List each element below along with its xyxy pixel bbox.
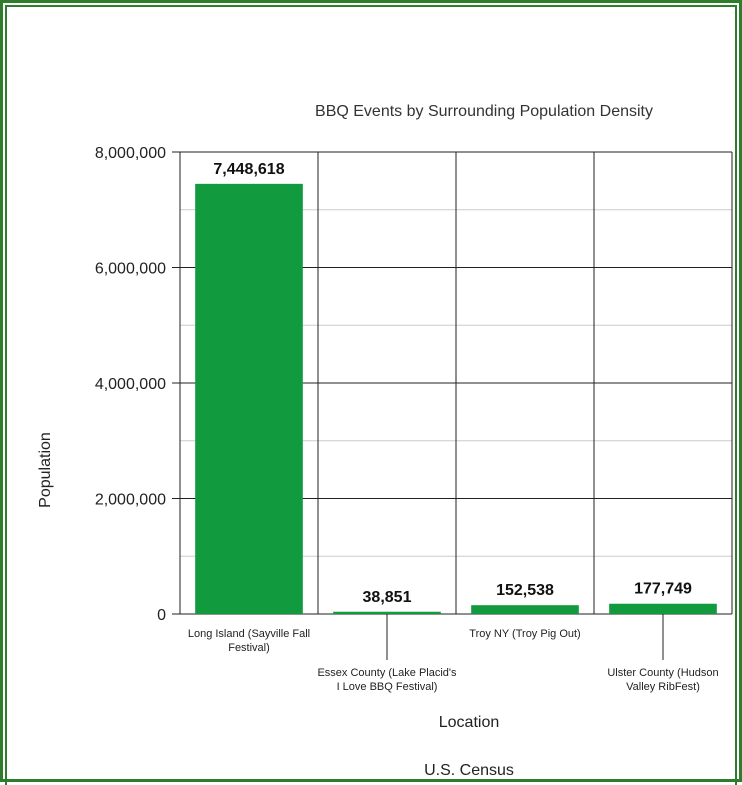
y-tick-label: 8,000,000: [95, 145, 166, 162]
data-label: 177,749: [634, 581, 692, 598]
y-tick-label: 6,000,000: [95, 261, 166, 278]
category-label: I Love BBQ Festival): [337, 681, 438, 693]
bar: [195, 183, 303, 614]
x-axis-categories: Long Island (Sayville Fall Festival) Essex…: [188, 614, 719, 693]
source-label: U.S. Census: [424, 762, 514, 779]
x-axis-label: Location: [439, 714, 500, 731]
category-label: Ulster County (Hudson: [607, 667, 718, 679]
chart-title: BBQ Events by Surrounding Population Den…: [315, 103, 653, 120]
y-tick-label: 2,000,000: [95, 492, 166, 509]
data-label: 7,448,618: [213, 161, 284, 178]
category-label: Festival): [228, 642, 270, 654]
y-axis-label: Population: [37, 432, 54, 508]
category-label: Troy NY (Troy Pig Out): [469, 628, 580, 640]
inner-frame: [5, 5, 737, 785]
data-label: 38,851: [363, 589, 412, 606]
data-label: 152,538: [496, 582, 554, 599]
y-tick-label: 0: [157, 607, 166, 624]
data-labels: 7,448,618 38,851 152,538 177,749: [213, 161, 692, 606]
y-axis-ticks: 0 2,000,000 4,000,000 6,000,000 8,000,000: [95, 145, 166, 624]
category-label: Valley RibFest): [626, 681, 700, 693]
bars: [195, 183, 717, 614]
category-label: Essex County (Lake Placid's: [317, 667, 457, 679]
bar: [609, 603, 717, 614]
bar: [471, 605, 579, 614]
bar: [333, 611, 441, 614]
category-label: Long Island (Sayville Fall: [188, 628, 310, 640]
y-tick-label: 4,000,000: [95, 376, 166, 393]
